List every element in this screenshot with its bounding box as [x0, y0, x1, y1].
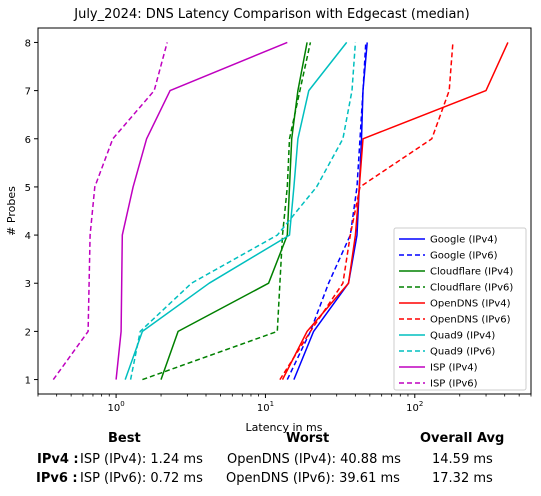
- legend-label: OpenDNS (IPv6): [430, 315, 511, 326]
- y-tick-label: 7: [25, 87, 31, 98]
- chart-title: July_2024: DNS Latency Comparison with E…: [73, 7, 470, 22]
- y-tick-label: 5: [25, 183, 31, 194]
- series-line-9: [52, 42, 168, 381]
- legend-label: Quad9 (IPv6): [430, 347, 495, 358]
- series-line-3: [142, 42, 312, 381]
- series-line-0: [293, 42, 368, 380]
- plot-frame: [37, 27, 532, 395]
- series-line-2: [160, 42, 308, 380]
- y-tick-label: 3: [25, 279, 31, 290]
- y-tick-label: 2: [25, 327, 31, 338]
- legend-label: Google (IPv4): [430, 235, 498, 246]
- legend-label: Quad9 (IPv4): [430, 331, 495, 342]
- legend-label: OpenDNS (IPv4): [430, 299, 511, 310]
- x-axis-label: Latency in ms: [246, 421, 323, 434]
- series-line-4: [281, 42, 509, 380]
- summary-row-ipv4-avg: 14.59 ms: [432, 452, 493, 467]
- legend-label: ISP (IPv4): [430, 363, 478, 374]
- series-line-6: [124, 41, 348, 380]
- x-tick-label: 101: [257, 400, 274, 414]
- summary-row-ipv6-label: IPv6 :: [36, 471, 78, 486]
- legend-label: Cloudflare (IPv4): [430, 267, 513, 278]
- summary-row-ipv4-best: ISP (IPv4): 1.24 ms: [80, 452, 203, 467]
- y-tick-label: 4: [25, 231, 31, 242]
- legend-box: [393, 227, 527, 391]
- y-tick-label: 1: [25, 376, 31, 387]
- legend: Google (IPv4) Google (IPv6) Cloudflare (IP…: [393, 227, 527, 391]
- summary-row-ipv6-worst: OpenDNS (IPv6): 39.61 ms: [226, 471, 400, 486]
- legend-label: ISP (IPv6): [430, 379, 478, 390]
- series-line-7: [129, 42, 357, 380]
- summary-row-ipv6-best: ISP (IPv6): 0.72 ms: [80, 471, 203, 486]
- y-axis-label: # Probes: [5, 186, 18, 236]
- series-line-5: [279, 42, 454, 381]
- summary-header-avg: Overall Avg: [420, 431, 505, 446]
- x-tick-label: 102: [406, 400, 423, 414]
- legend-label: Google (IPv6): [430, 251, 498, 262]
- y-tick-label: 6: [25, 135, 31, 146]
- summary-row-ipv4-worst: OpenDNS (IPv4): 40.88 ms: [227, 452, 401, 467]
- series-line-8: [115, 41, 288, 380]
- summary-header-worst: Worst: [286, 431, 330, 446]
- x-tick-label: 100: [107, 400, 124, 414]
- legend-label: Cloudflare (IPv6): [430, 283, 513, 294]
- y-tick-label: 8: [25, 38, 31, 49]
- summary-row-ipv6-avg: 17.32 ms: [432, 471, 493, 486]
- summary-header-best: Best: [108, 431, 141, 446]
- summary-row-ipv4-label: IPv4 :: [37, 452, 79, 467]
